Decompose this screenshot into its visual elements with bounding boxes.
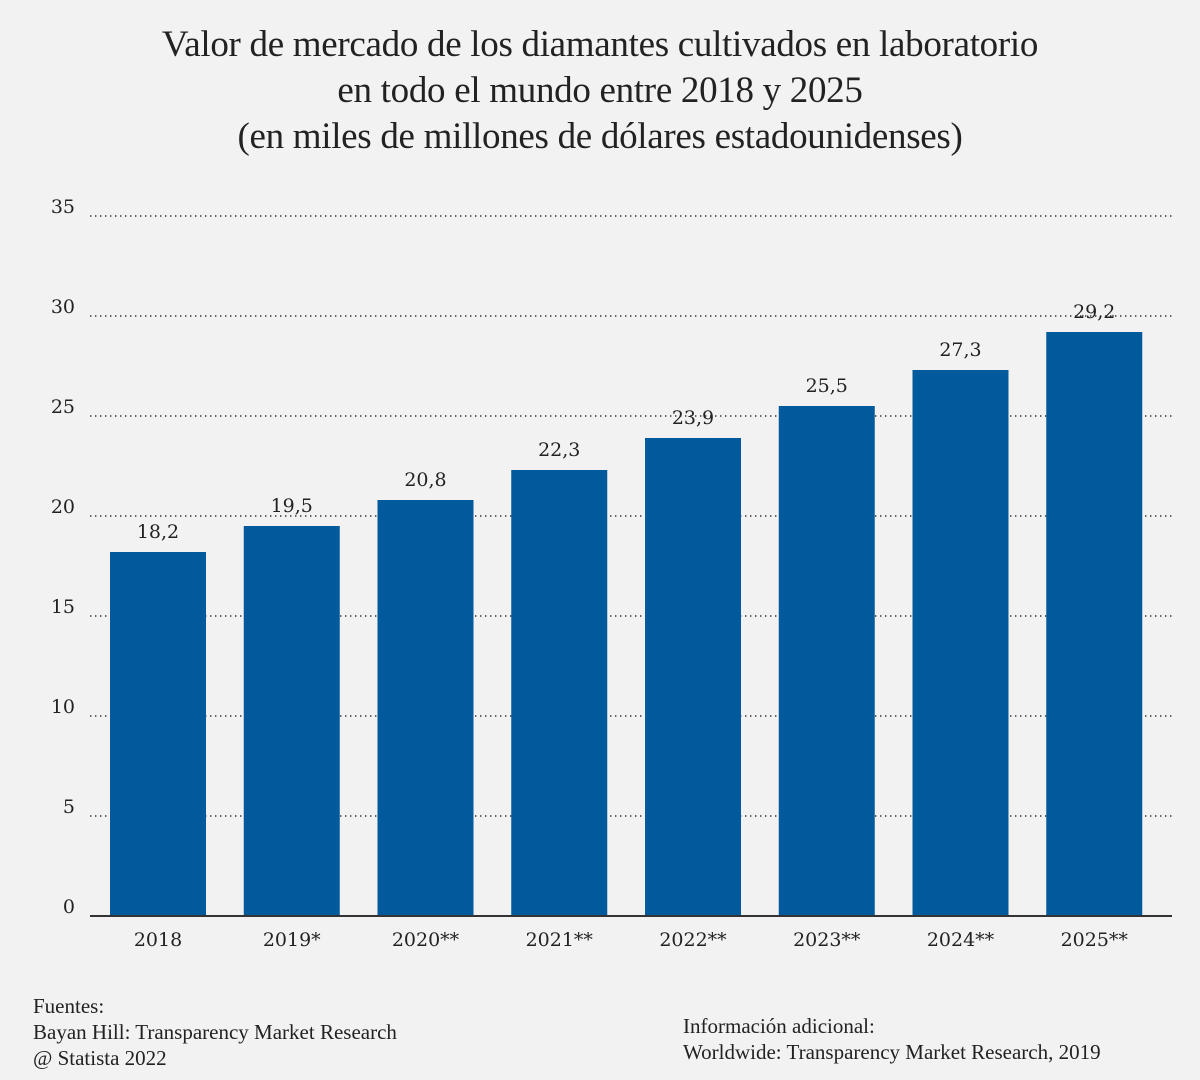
value-label: 18,2 <box>137 521 179 543</box>
additional-info-line: Worldwide: Transparency Market Research,… <box>683 1040 1101 1064</box>
x-axis-labels: 2018 2019* 2020** 2021** 2022** 2023** 2024** 2… <box>134 929 1129 951</box>
x-tick-label: 2020** <box>392 929 460 951</box>
value-label: 27,3 <box>939 339 981 361</box>
bar <box>110 552 206 916</box>
value-labels: 18,2 19,5 20,8 22,3 23,9 25,5 27,3 29,2 <box>137 301 1116 543</box>
value-label: 25,5 <box>806 375 848 397</box>
copyright: @ Statista 2022 <box>33 1046 167 1070</box>
bars <box>110 332 1143 916</box>
value-label: 19,5 <box>271 495 313 517</box>
additional-info-heading: Información adicional: <box>683 1014 875 1038</box>
value-label: 29,2 <box>1073 301 1115 323</box>
chart-title-line-1: Valor de mercado de los diamantes cultiv… <box>161 24 1039 65</box>
value-label: 20,8 <box>404 469 446 491</box>
bar <box>511 470 608 916</box>
chart-title-line-3: (en miles de millones de dólares estadou… <box>237 116 963 157</box>
chart-title-line-2: en todo el mundo entre 2018 y 2025 <box>337 70 863 111</box>
y-tick-label: 30 <box>51 296 75 318</box>
x-tick-label: 2024** <box>927 929 995 951</box>
y-tick-label: 20 <box>51 496 75 518</box>
additional-info-block: Información adicional: Worldwide: Transp… <box>683 1013 1101 1065</box>
y-axis-ticks: 0 5 10 15 20 25 30 35 <box>51 196 75 918</box>
sources-heading: Fuentes: <box>33 994 105 1018</box>
value-label: 22,3 <box>538 439 580 461</box>
y-tick-label: 25 <box>51 396 75 418</box>
bar <box>778 406 875 916</box>
chart-title: Valor de mercado de los diamantes cultiv… <box>0 22 1200 160</box>
y-tick-label: 35 <box>51 196 75 218</box>
bar <box>243 526 340 916</box>
x-tick-label: 2025** <box>1061 929 1129 951</box>
bar <box>1046 332 1143 916</box>
x-tick-label: 2023** <box>793 929 861 951</box>
value-label: 23,9 <box>672 407 714 429</box>
y-tick-label: 15 <box>51 596 75 618</box>
y-tick-label: 10 <box>51 696 75 718</box>
y-tick-label: 5 <box>63 796 75 818</box>
x-tick-label: 2019* <box>263 929 321 951</box>
x-tick-label: 2022** <box>659 929 727 951</box>
bar <box>645 438 741 916</box>
bar <box>912 370 1009 916</box>
sources-block: Fuentes: Bayan Hill: Transparency Market… <box>33 993 397 1071</box>
x-tick-label: 2018 <box>134 929 182 951</box>
y-tick-label: 0 <box>63 896 75 918</box>
bar <box>377 500 474 916</box>
sources-line: Bayan Hill: Transparency Market Research <box>33 1020 397 1044</box>
x-tick-label: 2021** <box>526 929 594 951</box>
